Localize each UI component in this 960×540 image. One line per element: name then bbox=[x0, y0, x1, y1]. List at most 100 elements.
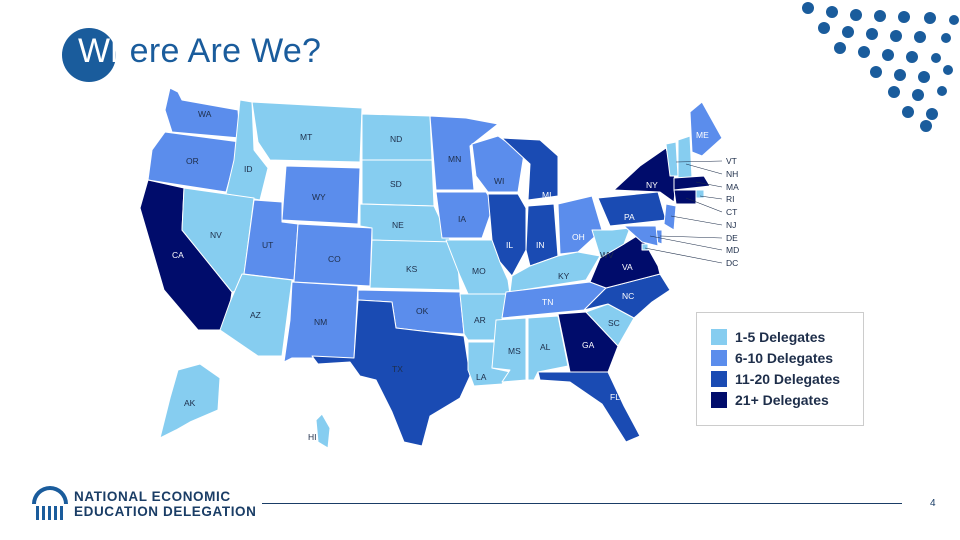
state-IA bbox=[435, 191, 495, 239]
state-IL bbox=[487, 193, 527, 277]
label-AZ: AZ bbox=[250, 310, 261, 320]
state-MS bbox=[491, 317, 527, 383]
state-WI bbox=[471, 135, 525, 193]
label-WY: WY bbox=[312, 192, 326, 202]
org-name-line2: EDUCATION DELEGATION bbox=[74, 504, 257, 519]
ned-logo-icon bbox=[32, 486, 68, 520]
label-MO: MO bbox=[472, 266, 486, 276]
state-GA bbox=[557, 311, 619, 373]
label-FL: FL bbox=[610, 392, 620, 402]
legend-swatch bbox=[711, 392, 727, 408]
label-UT: UT bbox=[262, 240, 273, 250]
callout-VT: VT bbox=[726, 156, 737, 166]
label-NY: NY bbox=[646, 180, 658, 190]
state-MD bbox=[623, 225, 659, 247]
label-CO: CO bbox=[328, 254, 341, 264]
legend-item: 21+ Delegates bbox=[711, 392, 829, 408]
label-KY: KY bbox=[558, 271, 570, 281]
state-WV bbox=[591, 227, 631, 259]
label-TX: TX bbox=[392, 364, 403, 374]
title-accent-circle bbox=[62, 28, 116, 82]
title-first-letters: Wh bbox=[78, 32, 130, 70]
label-MI: MI bbox=[542, 190, 551, 200]
org-name-line1: NATIONAL ECONOMIC bbox=[74, 489, 231, 504]
callout-MA: MA bbox=[726, 182, 739, 192]
legend-label: 6-10 Delegates bbox=[735, 350, 834, 366]
label-OH: OH bbox=[572, 232, 585, 242]
footer-divider bbox=[262, 503, 902, 504]
us-delegates-map: WA OR CA ID NV MT WY UT AZ CO NM ND SD N… bbox=[139, 87, 739, 449]
state-MA bbox=[673, 175, 711, 191]
label-NV: NV bbox=[210, 230, 222, 240]
state-KS bbox=[369, 239, 461, 291]
legend-label: 11-20 Delegates bbox=[735, 371, 841, 387]
title-rest: ere Are We? bbox=[129, 32, 322, 70]
label-TN: TN bbox=[542, 297, 553, 307]
label-ND: ND bbox=[390, 134, 402, 144]
state-MI bbox=[501, 137, 559, 201]
state-AK bbox=[159, 363, 221, 439]
callout-NJ: NJ bbox=[726, 220, 736, 230]
label-SD: SD bbox=[390, 179, 402, 189]
label-AL: AL bbox=[540, 342, 551, 352]
label-WA: WA bbox=[198, 109, 212, 119]
label-KS: KS bbox=[406, 264, 418, 274]
label-GA: GA bbox=[582, 340, 595, 350]
state-TX bbox=[311, 299, 471, 447]
state-RI bbox=[695, 189, 705, 199]
state-HI bbox=[315, 413, 331, 449]
label-HI: HI bbox=[308, 432, 317, 442]
state-MT bbox=[251, 101, 363, 163]
label-NM: NM bbox=[314, 317, 327, 327]
decorative-dots bbox=[802, 2, 959, 132]
label-ID: ID bbox=[244, 164, 253, 174]
callout-DC: DC bbox=[726, 258, 738, 268]
legend-item: 6-10 Delegates bbox=[711, 350, 833, 366]
label-IA: IA bbox=[458, 214, 466, 224]
callout-CT: CT bbox=[726, 207, 737, 217]
label-AK: AK bbox=[184, 398, 196, 408]
label-ME: ME bbox=[696, 130, 709, 140]
page-number: 4 bbox=[930, 498, 936, 509]
label-PA: PA bbox=[624, 212, 635, 222]
slide-title-text: Where Are We? bbox=[78, 32, 321, 71]
legend-label: 21+ Delegates bbox=[735, 392, 829, 408]
label-CA: CA bbox=[172, 250, 184, 260]
state-AZ bbox=[219, 273, 293, 357]
map-legend: 1-5 Delegates 6-10 Delegates 11-20 Deleg… bbox=[696, 312, 864, 426]
state-OR bbox=[147, 131, 241, 193]
state-CT bbox=[673, 189, 697, 205]
state-OH bbox=[557, 195, 603, 255]
org-name: NATIONAL ECONOMIC EDUCATION DELEGATION bbox=[74, 489, 257, 519]
state-NJ bbox=[663, 203, 677, 231]
legend-swatch bbox=[711, 350, 727, 366]
legend-swatch bbox=[711, 371, 727, 387]
callout-NH: NH bbox=[726, 169, 738, 179]
state-FL bbox=[537, 371, 641, 443]
state-MN bbox=[429, 115, 499, 191]
label-MS: MS bbox=[508, 346, 521, 356]
label-OR: OR bbox=[186, 156, 199, 166]
state-IN bbox=[525, 203, 559, 267]
label-MT: MT bbox=[300, 132, 312, 142]
callout-RI: RI bbox=[726, 194, 735, 204]
callout-leaders bbox=[644, 160, 723, 264]
state-ID bbox=[225, 99, 269, 201]
label-OK: OK bbox=[416, 306, 429, 316]
state-NM bbox=[283, 281, 359, 363]
callout-labels: VT NH MA RI CT NJ DE MD DC bbox=[726, 156, 739, 268]
legend-item: 1-5 Delegates bbox=[711, 329, 825, 345]
legend-item: 11-20 Delegates bbox=[711, 371, 840, 387]
state-WY bbox=[281, 165, 361, 225]
label-IL: IL bbox=[506, 240, 513, 250]
legend-swatch bbox=[711, 329, 727, 345]
label-AR: AR bbox=[474, 315, 486, 325]
label-NC: NC bbox=[622, 291, 634, 301]
state-DC bbox=[641, 243, 649, 251]
legend-label: 1-5 Delegates bbox=[735, 329, 826, 345]
label-NE: NE bbox=[392, 220, 404, 230]
state-labels: WA OR CA ID NV MT WY UT AZ CO NM ND SD N… bbox=[172, 109, 709, 442]
callout-DE: DE bbox=[726, 233, 738, 243]
state-ME bbox=[689, 101, 723, 157]
label-WV: WV bbox=[600, 250, 614, 260]
